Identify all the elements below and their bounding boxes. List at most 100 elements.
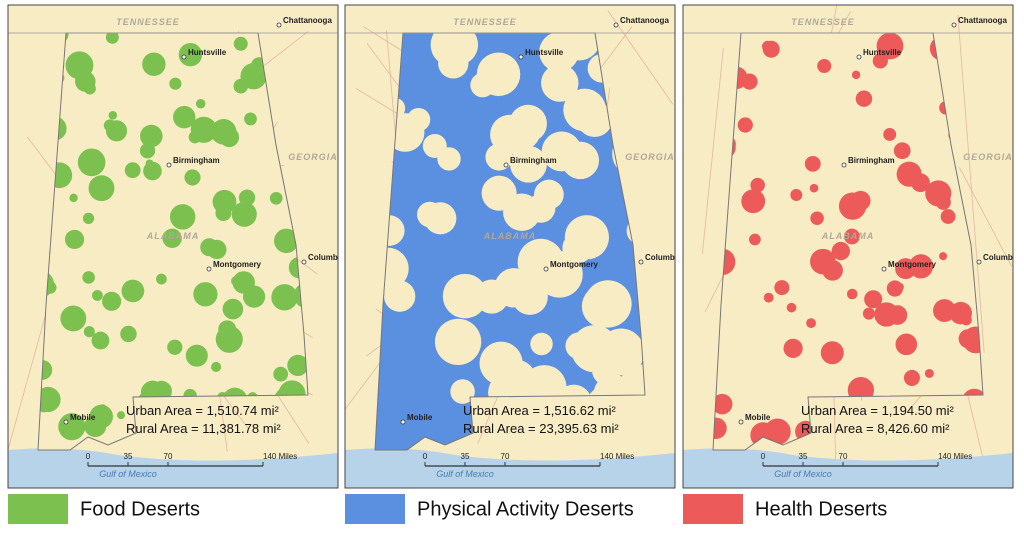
- city-dot: [738, 419, 744, 425]
- scale-label: 35: [124, 452, 133, 461]
- desert-blob: [169, 204, 196, 230]
- legend-item: Health Deserts: [683, 494, 887, 524]
- city-label: Columbus: [645, 253, 685, 262]
- desert-blob: [851, 70, 861, 80]
- desert-blob: [874, 302, 899, 327]
- desert-blob: [211, 125, 229, 143]
- desert-blob: [117, 411, 126, 420]
- legend-swatch: [683, 494, 743, 524]
- desert-blob: [576, 33, 601, 49]
- desert-blob: [564, 215, 610, 260]
- legend-swatch: [8, 494, 68, 524]
- city-dot: [543, 266, 549, 272]
- desert-blob: [960, 314, 972, 326]
- scale-label: 0: [86, 452, 91, 461]
- scale-label: 140 Miles: [938, 452, 972, 461]
- desert-blob: [846, 288, 858, 300]
- desert-blob: [430, 33, 475, 67]
- city-label: Mobile: [407, 413, 433, 422]
- desert-blob: [145, 159, 154, 168]
- city-dot: [976, 259, 982, 265]
- desert-blob: [541, 64, 579, 102]
- desert-blob: [231, 201, 257, 227]
- map-panel: TENNESSEE GEORGIA ALABAMA Chattanooga Huntsv…: [344, 4, 685, 489]
- desert-blob: [886, 280, 904, 297]
- legend-label: Physical Activity Deserts: [417, 498, 634, 520]
- desert-blob: [69, 193, 78, 203]
- desert-blob: [207, 239, 227, 260]
- desert-blob: [893, 142, 911, 160]
- panel-border: [682, 4, 1014, 489]
- desert-blob: [762, 40, 780, 58]
- city-dot: [400, 419, 406, 425]
- desert-blob: [269, 191, 283, 205]
- map: TENNESSEE GEORGIA ALABAMA Chattanooga Huntsv…: [345, 5, 685, 488]
- city-label: Columbus: [983, 253, 1023, 262]
- area-text: Rural Area = 11,381.78 mi²: [126, 421, 281, 436]
- desert-blob: [193, 282, 218, 307]
- city-label: Huntsville: [188, 48, 227, 57]
- legend-label: Food Deserts: [80, 498, 200, 520]
- city-label: Birmingham: [173, 156, 220, 165]
- desert-blob: [786, 302, 797, 313]
- desert-blob: [809, 183, 819, 193]
- desert-blob: [925, 180, 952, 207]
- desert-blob: [817, 58, 832, 74]
- panel-border: [7, 4, 339, 489]
- desert-blob: [212, 189, 237, 214]
- city-dot: [638, 259, 644, 265]
- desert-blob: [64, 229, 85, 250]
- city-label: Chattanooga: [283, 16, 332, 25]
- desert-blob: [496, 359, 537, 400]
- road: [957, 14, 985, 353]
- desert-blob: [713, 393, 733, 415]
- desert-blob: [140, 124, 163, 148]
- city-dot: [166, 162, 172, 168]
- city-label: Birmingham: [848, 156, 895, 165]
- scale-label: 140 Miles: [263, 452, 297, 461]
- desert-blob: [510, 145, 547, 183]
- desert-blob: [82, 212, 95, 225]
- desert-blob: [804, 155, 821, 172]
- desert-blob: [38, 386, 61, 413]
- desert-blob: [167, 339, 183, 355]
- desert-blob: [184, 169, 201, 186]
- map: TENNESSEE GEORGIA ALABAMA Chattanooga Huntsv…: [8, 5, 338, 488]
- desert-blob: [933, 299, 956, 323]
- desert-blob: [188, 130, 202, 144]
- city-label: Montgomery: [213, 260, 262, 269]
- desert-blob: [273, 366, 289, 382]
- desert-blob: [121, 279, 145, 303]
- desert-blob: [434, 318, 482, 366]
- scale-label: 35: [799, 452, 808, 461]
- desert-blob: [233, 36, 248, 51]
- desert-blob: [872, 53, 888, 69]
- desert-blob: [763, 292, 774, 303]
- state-label: GEORGIA: [625, 152, 675, 162]
- desert-blob: [831, 241, 850, 261]
- desert-blob: [958, 329, 978, 349]
- city-dot: [206, 266, 212, 272]
- state-label: ALABAMA: [146, 231, 200, 241]
- desert-blob: [156, 273, 167, 285]
- desert-blob: [424, 202, 457, 235]
- state-label: GEORGIA: [288, 152, 338, 162]
- desert-blob: [75, 71, 96, 92]
- desert-blob: [242, 285, 266, 308]
- state-label: TENNESSEE: [116, 17, 180, 27]
- legend-swatch: [345, 494, 405, 524]
- gulf-water: [8, 448, 338, 488]
- city-dot: [301, 259, 307, 265]
- desert-blob: [584, 280, 632, 328]
- desert-blob: [108, 110, 118, 120]
- desert-blob: [105, 33, 119, 44]
- desert-blob: [98, 404, 108, 414]
- gulf-water: [345, 448, 675, 488]
- desert-blob: [244, 112, 257, 126]
- desert-blob: [91, 289, 103, 301]
- desert-blob: [211, 361, 222, 372]
- area-text: Rural Area = 23,395.63 mi²: [463, 421, 619, 436]
- road: [607, 10, 674, 105]
- desert-blob: [620, 364, 645, 404]
- state-border: [712, 32, 984, 451]
